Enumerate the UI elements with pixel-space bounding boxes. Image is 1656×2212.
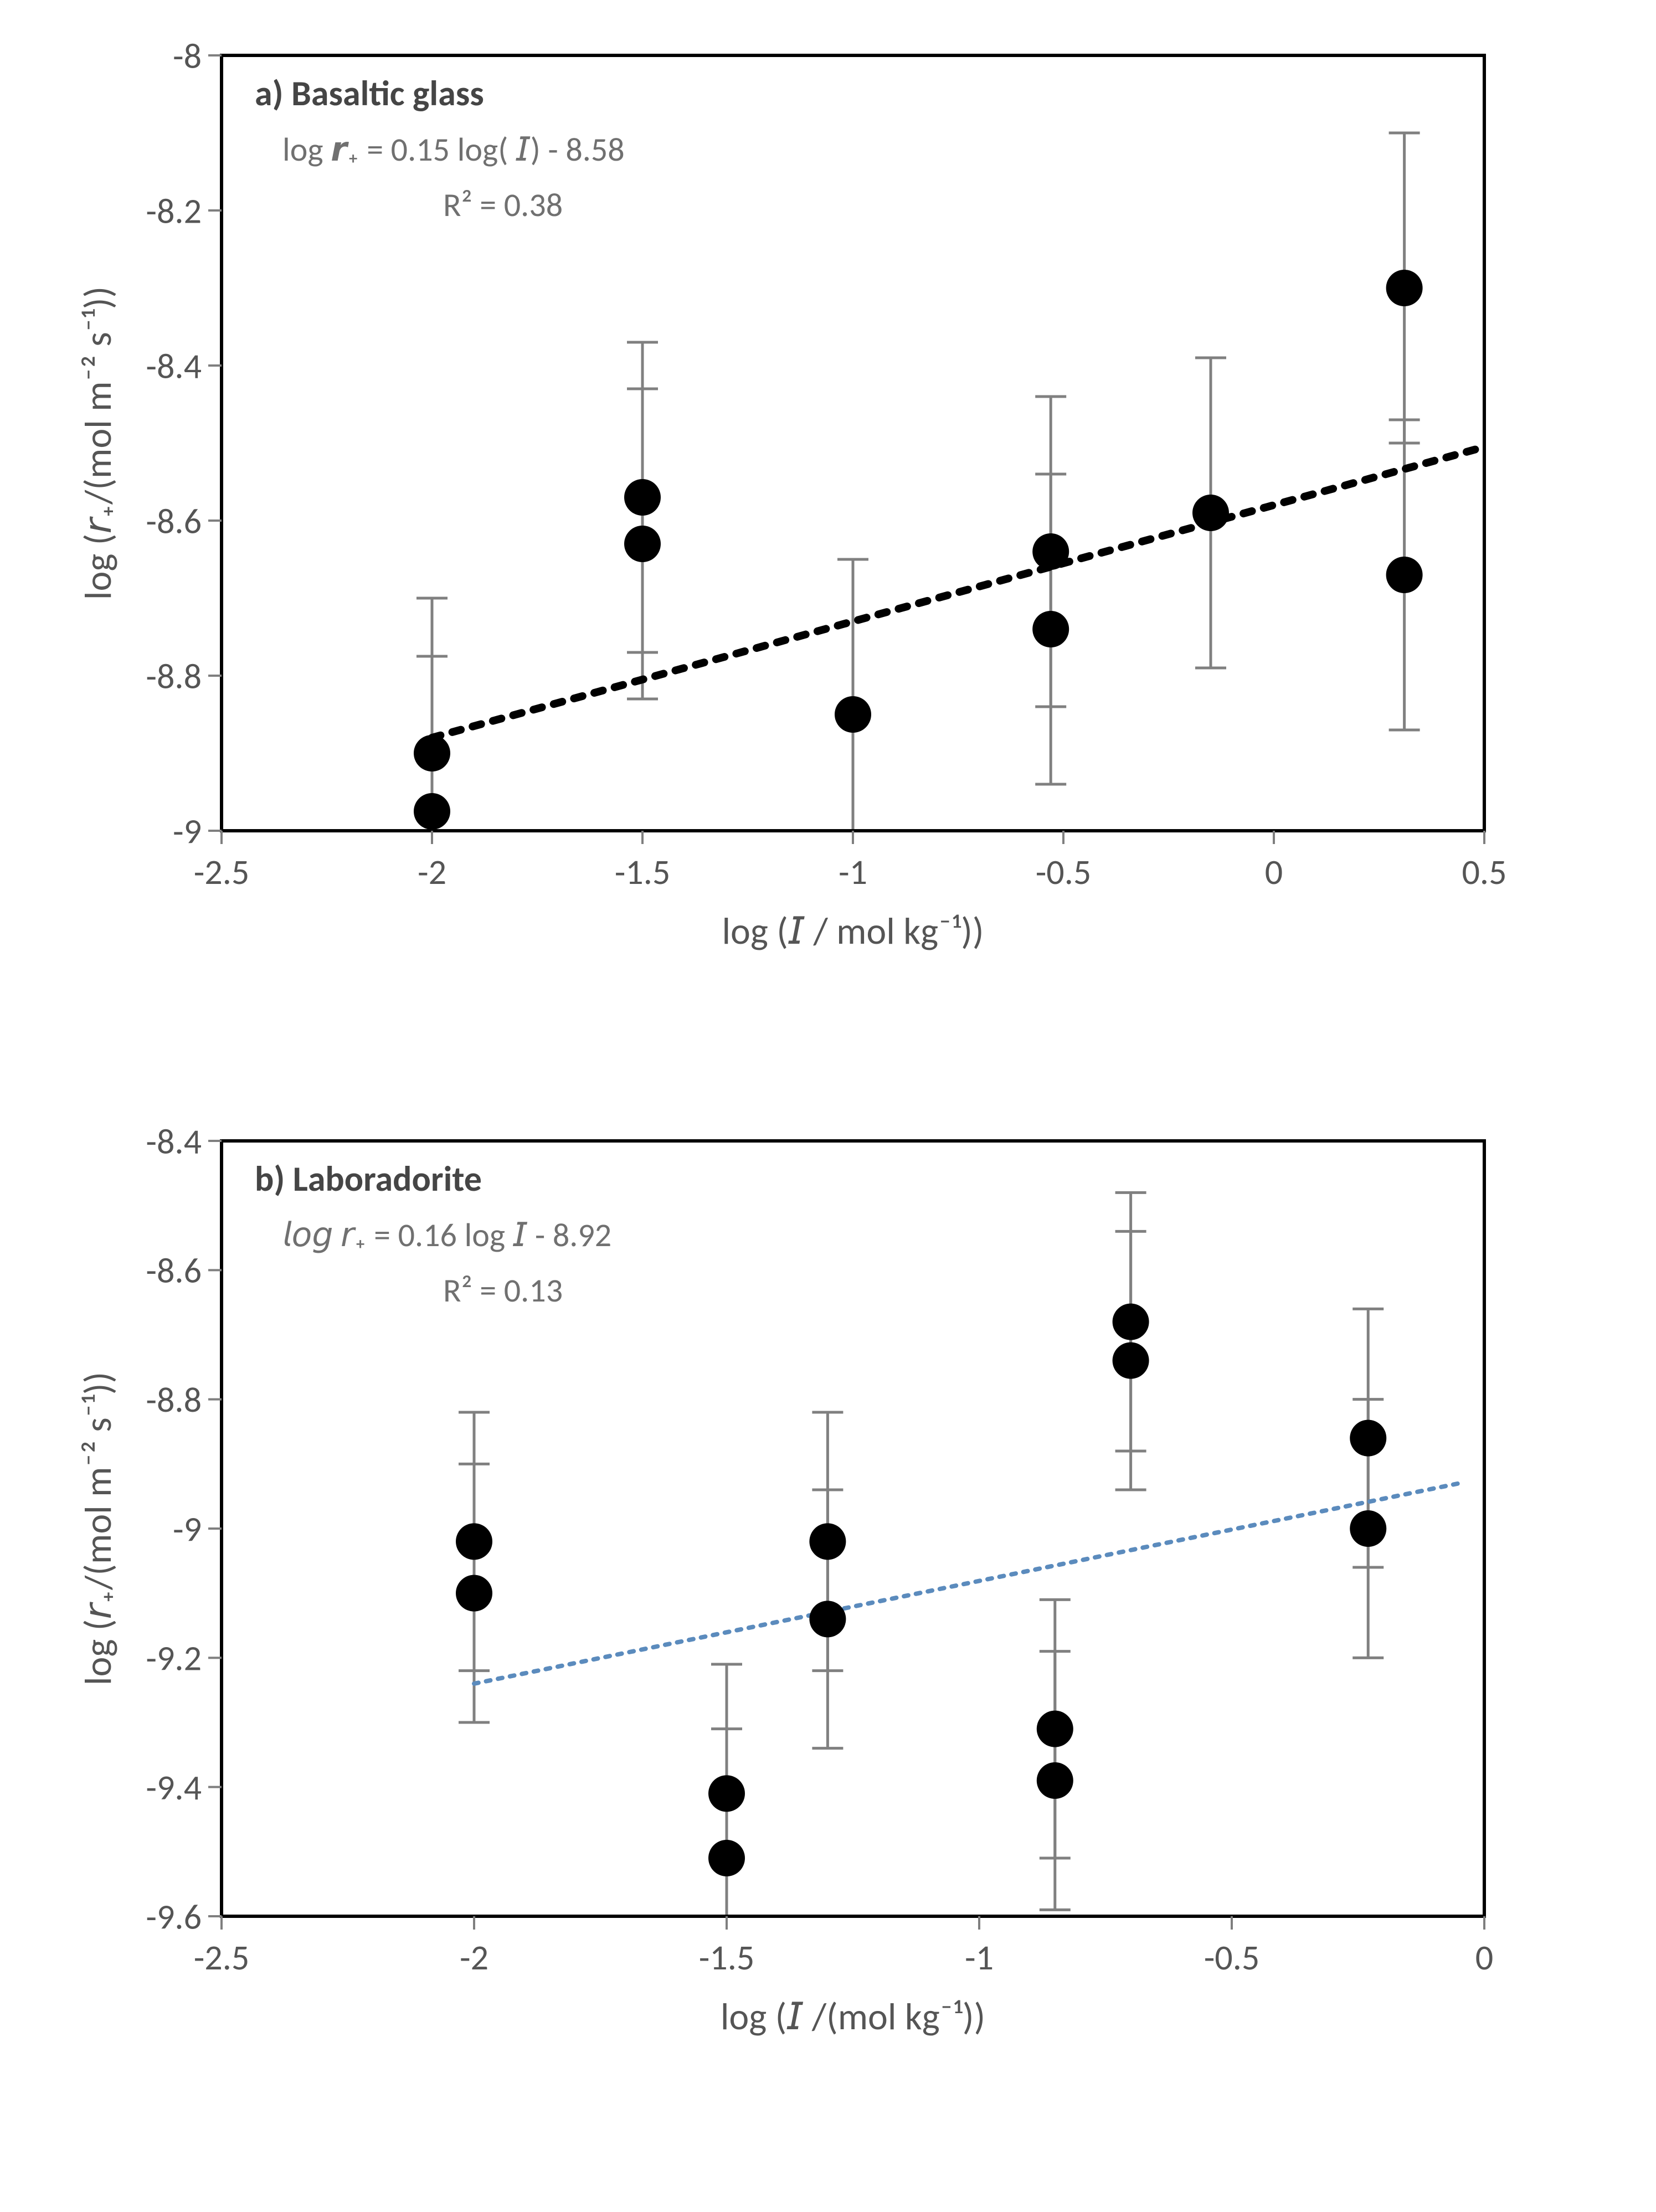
data-point [1113, 1342, 1149, 1379]
panel-title-text: Basaltic glass [291, 72, 484, 115]
x-axis-label: log (𝘐 /(mol kg⁻¹)) [721, 1994, 985, 2040]
regression-r2: R² = 0.38 [443, 185, 563, 225]
x-tick-label: -0.5 [1204, 1936, 1260, 1979]
data-point [414, 735, 450, 771]
regression-r2: R² = 0.13 [443, 1270, 563, 1311]
data-point [414, 793, 450, 830]
x-tick-label: 0.5 [1462, 851, 1506, 894]
data-point [708, 1840, 745, 1876]
panel-label: b) [255, 1158, 293, 1201]
panel-label: a) [255, 72, 291, 115]
data-point [624, 479, 661, 516]
chart-a-container: -2.5 -2 -1.5 -1 -0.5 0 0.5 -9 -8.8 -8.6 -8.4 -8.2 -8… [66, 33, 1590, 1030]
data-point [1350, 1510, 1386, 1547]
chart-a: -2.5 -2 -1.5 -1 -0.5 0 0.5 -9 -8.8 -8.6 -8.4 -8.2 -8… [66, 33, 1590, 1030]
data-point [624, 526, 661, 562]
data-point [835, 696, 871, 733]
data-point [1037, 1762, 1073, 1799]
page: -2.5 -2 -1.5 -1 -0.5 0 0.5 -9 -8.8 -8.6 -8.4 -8.2 -8… [0, 0, 1656, 2212]
y-tick-label: -9.2 [146, 1637, 202, 1680]
data-point [1386, 270, 1423, 306]
chart-background [66, 33, 1590, 1030]
y-tick-label: -8.8 [146, 1378, 202, 1422]
y-tick-label: -9 [173, 810, 202, 853]
y-tick-label: -8.2 [146, 189, 202, 233]
x-tick-label: 0 [1265, 851, 1283, 894]
x-tick-label: -2 [460, 1936, 488, 1979]
y-tick-label: -9.4 [146, 1766, 202, 1809]
data-point [708, 1775, 745, 1812]
y-tick-label: -8 [173, 34, 202, 78]
data-point [809, 1601, 846, 1637]
data-point [456, 1523, 492, 1560]
y-tick-label: -8.8 [146, 655, 202, 698]
y-tick-label: -9 [173, 1508, 202, 1551]
x-tick-label: -1 [965, 1936, 994, 1979]
x-tick-label: -1.5 [699, 1936, 755, 1979]
regression-equation: 𝘭𝘰𝘨 𝘳₊ = 0.16 log 𝘐 - 8.92 [282, 1215, 611, 1256]
x-tick-label: -2.5 [194, 1936, 250, 1979]
y-tick-label: -8.6 [146, 500, 202, 543]
data-point [456, 1575, 492, 1612]
data-point [1386, 557, 1423, 593]
y-axis-label: log (𝘳₊/(mol m⁻² s⁻¹)) [75, 286, 121, 600]
data-point [1037, 1711, 1073, 1747]
panel-title: a) Basaltic glass [255, 72, 484, 115]
data-point [1350, 1420, 1386, 1457]
chart-b: -2.5 -2 -1.5 -1 -0.5 0 -9.6 -9.4 -9.2 -9 -8.8 -8.6 -… [66, 1119, 1590, 2116]
chart-b-container: -2.5 -2 -1.5 -1 -0.5 0 -9.6 -9.4 -9.2 -9 -8.8 -8.6 -… [66, 1119, 1590, 2116]
regression-equation: log 𝙧₊ = 0.15 log( 𝘐) - 8.58 [282, 130, 625, 170]
x-tick-label: -0.5 [1036, 851, 1092, 894]
panel-title: b) Laboradorite [255, 1158, 482, 1201]
x-tick-label: -1 [839, 851, 867, 894]
x-tick-label: 0 [1475, 1936, 1493, 1979]
panel-title-text: Laboradorite [293, 1158, 482, 1201]
x-tick-label: -1.5 [615, 851, 671, 894]
y-tick-label: -8.4 [146, 344, 202, 388]
y-axis-label: log (𝘳₊/(mol m⁻² s⁻¹)) [75, 1372, 121, 1685]
x-tick-label: -2.5 [194, 851, 250, 894]
data-point [809, 1523, 846, 1560]
x-tick-label: -2 [418, 851, 446, 894]
data-point [1113, 1304, 1149, 1340]
data-point [1032, 611, 1069, 647]
y-tick-label: -9.6 [146, 1895, 202, 1938]
data-point [1192, 495, 1229, 531]
y-tick-label: -8.4 [146, 1120, 202, 1163]
data-point [1032, 533, 1069, 570]
x-axis-label: log (𝘐 / mol kg⁻¹)) [722, 908, 984, 954]
y-tick-label: -8.6 [146, 1249, 202, 1293]
